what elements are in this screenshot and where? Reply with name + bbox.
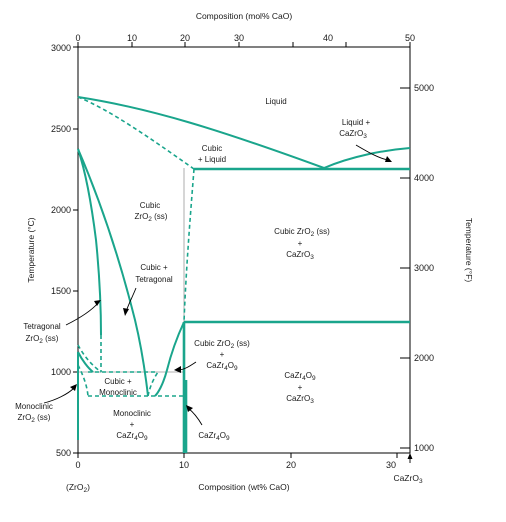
left-tick-1500: 1500 — [51, 286, 71, 296]
label-cubic-tetragonal-2: Tetragonal — [135, 275, 173, 284]
label-pointers — [43, 144, 392, 426]
right-tick-2000: 2000 — [414, 353, 434, 363]
solidus-dashed — [77, 96, 195, 170]
right-tick-3000: 3000 — [414, 263, 434, 273]
bottom-tick-30: 30 — [386, 460, 396, 470]
bottom-axis-title: Composition (wt% CaO) — [198, 482, 289, 492]
top-tick-0: 0 — [75, 33, 80, 43]
label-liquid: Liquid — [265, 97, 286, 106]
left-tick-1000: 1000 — [51, 367, 71, 377]
pointer-cazr4o9 — [187, 407, 203, 426]
monoclinic-dash-c — [77, 364, 89, 397]
left-tick-3000: 3000 — [51, 43, 71, 53]
label-cubic-cazro3-1: Cubic ZrO2 (ss) — [274, 227, 330, 238]
cubic-solvus-right — [154, 321, 185, 397]
label-cubic-monoclinic-2: Monoclinic — [99, 388, 137, 397]
label-monoclinic-ss-1: Monoclinic — [15, 402, 53, 411]
top-tick-10: 10 — [127, 33, 137, 43]
left-axis-title: Temperature (°C) — [26, 217, 36, 282]
phase-boundaries — [77, 96, 411, 453]
top-tick-20: 20 — [180, 33, 190, 43]
region-labels: Liquid Liquid + CaZrO3 Cubic + Liquid Cu… — [15, 97, 370, 442]
top-axis-title: Composition (mol% CaO) — [196, 11, 293, 21]
right-axis-title: Temperature (°F) — [464, 218, 474, 283]
label-cubic-cazro3-plus: + — [298, 239, 303, 248]
pointer-cubic-cazr4o9-head — [174, 366, 181, 373]
label-cubic-cazr4o9-2: CaZr4O9 — [206, 361, 238, 372]
bottom-axis-ticks — [77, 453, 398, 458]
left-tick-2500: 2500 — [51, 124, 71, 134]
label-cubic-liquid-2: + Liquid — [198, 155, 226, 164]
bottom-tick-20: 20 — [286, 460, 296, 470]
label-cubic-cazro3-2: CaZrO3 — [286, 250, 314, 261]
bottom-tick-0: 0 — [75, 460, 80, 470]
label-cazr4o9-cazro3-2: CaZrO3 — [286, 394, 314, 405]
cubic-monoclinic-dash — [147, 371, 159, 397]
top-tick-40: 40 — [323, 33, 333, 43]
pointer-cubic-tetragonal-head — [123, 308, 129, 316]
top-axis-ticks — [77, 42, 411, 47]
pointer-liquid-cazro3-head — [385, 156, 392, 162]
bottom-tick-10: 10 — [179, 460, 189, 470]
monoclinic-tetragonal-left — [77, 351, 94, 373]
liquidus-cubic — [77, 96, 325, 169]
label-cubic-tetragonal-1: Cubic + — [140, 263, 168, 272]
label-tetragonal-2: ZrO2 (ss) — [26, 334, 59, 345]
label-monoclinic-cazr4o9-plus: + — [130, 420, 135, 429]
left-tick-2000: 2000 — [51, 205, 71, 215]
tetragonal-cubic-boundary — [77, 148, 102, 336]
cubic-solidus-dashed — [183, 168, 195, 323]
top-tick-30: 30 — [234, 33, 244, 43]
pointer-cazr4o9-head — [186, 405, 193, 412]
cazro3-marker-arrow — [407, 453, 413, 459]
phase-boundaries-dashed — [77, 96, 195, 397]
cazro3-corner-label: CaZrO3 — [393, 473, 423, 485]
label-cazr4o9-cazro3-plus: + — [298, 383, 303, 392]
left-tick-500: 500 — [56, 448, 71, 458]
label-tetragonal-1: Tetragonal — [23, 322, 61, 331]
label-cubic-cazr4o9-plus: + — [220, 350, 225, 359]
label-cubic-monoclinic-1: Cubic + — [104, 377, 132, 386]
right-tick-4000: 4000 — [414, 173, 434, 183]
label-monoclinic-cazr4o9-2: CaZr4O9 — [116, 431, 148, 442]
label-cubic-ss-1: Cubic — [140, 201, 160, 210]
label-liquid-cazro3-1: Liquid + — [342, 118, 371, 127]
right-axis-ticks — [400, 87, 410, 449]
liquidus-cazro3 — [323, 147, 411, 169]
plot-frame — [77, 46, 411, 454]
label-cubic-cazr4o9-1: Cubic ZrO2 (ss) — [194, 339, 250, 350]
pointer-tetragonal — [65, 302, 99, 326]
pointer-monoclinic-ss — [43, 387, 75, 404]
left-axis-ticks — [73, 46, 78, 454]
right-tick-1000: 1000 — [414, 443, 434, 453]
pointer-liquid-cazro3 — [355, 144, 389, 161]
label-monoclinic-ss-2: ZrO2 (ss) — [18, 413, 51, 424]
label-cubic-ss-2: ZrO2 (ss) — [135, 212, 168, 223]
label-liquid-cazro3-2: CaZrO3 — [339, 129, 367, 140]
tetragonal-dash-b — [77, 344, 102, 373]
label-cubic-liquid-1: Cubic — [202, 144, 222, 153]
pointer-monoclinic-ss-head — [70, 384, 77, 391]
label-cazr4o9: CaZr4O9 — [198, 431, 230, 442]
label-cazr4o9-cazro3-1: CaZr4O9 — [284, 371, 316, 382]
pointer-tetragonal-head — [94, 300, 101, 306]
bottom-left-zro2-label: (ZrO2) — [66, 482, 90, 494]
label-monoclinic-cazr4o9-1: Monoclinic — [113, 409, 151, 418]
right-tick-5000: 5000 — [414, 83, 434, 93]
top-tick-50: 50 — [405, 33, 415, 43]
